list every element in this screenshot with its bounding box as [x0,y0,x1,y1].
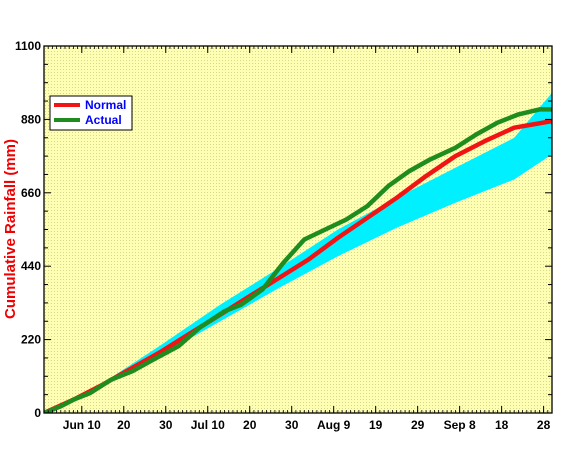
series-line-actual [44,107,552,413]
x-tick-label: Sep 8 [444,418,476,432]
x-tick-label: 29 [411,418,425,432]
x-tick-label: 20 [243,418,257,432]
y-tick-label: 660 [21,186,41,200]
legend: Normal Actual [49,95,133,131]
x-tick-label: 18 [495,418,509,432]
series-line-normal [44,118,552,413]
y-tick-label: 880 [21,112,41,126]
x-tick-label: 28 [537,418,551,432]
x-tick-label: Aug 9 [317,418,351,432]
y-tick-label: 1100 [15,39,41,53]
y-tick-label: 220 [21,333,41,347]
x-tick-label: 30 [285,418,299,432]
x-tick-label: 20 [117,418,131,432]
x-tick-label: 19 [369,418,383,432]
x-tick-label: Jul 10 [191,418,225,432]
y-tick-label: 440 [21,259,41,273]
y-tick-label: 0 [34,406,41,420]
legend-label-normal: Normal [85,98,126,112]
legend-label-actual: Actual [85,113,122,127]
legend-box [49,95,133,131]
x-tick-label: 30 [159,418,173,432]
y-axis-label: Cumulative Rainfall (mm) [2,139,19,319]
x-tick-label: Jun 10 [63,418,101,432]
